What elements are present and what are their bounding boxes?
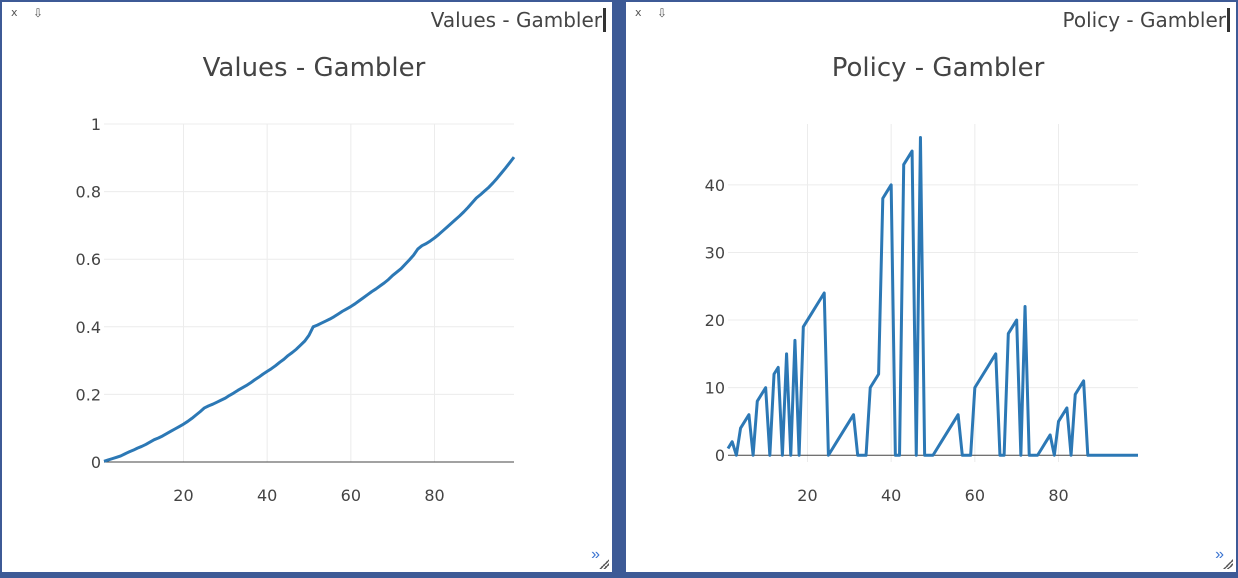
resize-handle-icon[interactable] <box>599 559 609 569</box>
close-icon[interactable]: x <box>635 6 642 19</box>
resize-handle-icon[interactable] <box>1223 559 1233 569</box>
y-tick-label: 0 <box>91 453 101 472</box>
pin-down-icon[interactable]: ⇩ <box>33 6 44 20</box>
y-tick-label: 1 <box>91 115 101 134</box>
chart-title: Values - Gambler <box>203 53 426 83</box>
x-tick-label: 20 <box>797 486 817 505</box>
window-title: Values - Gambler <box>431 8 606 32</box>
x-tick-label: 80 <box>424 486 444 505</box>
y-tick-label: 0.2 <box>76 385 101 404</box>
x-tick-label: 20 <box>173 486 193 505</box>
values-chart: Values - Gambler 20 40 60 80 0 0.2 0.4 0.6 0.8 1 <box>76 53 516 505</box>
x-tick-label: 60 <box>965 486 985 505</box>
x-tick-label: 40 <box>257 486 277 505</box>
window-title: Policy - Gambler <box>1063 8 1230 32</box>
series-line <box>103 156 516 463</box>
y-tick-label: 20 <box>705 311 725 330</box>
chart-title: Policy - Gambler <box>832 53 1045 83</box>
policy-chart: Policy - Gambler 20 40 60 80 0 10 20 30 40 <box>705 53 1138 505</box>
y-tick-label: 0.4 <box>76 318 101 337</box>
pin-down-icon[interactable]: ⇩ <box>657 6 668 20</box>
y-tick-label: 10 <box>705 379 725 398</box>
series-line <box>726 136 1138 457</box>
y-tick-label: 30 <box>705 243 725 262</box>
expand-more-icon[interactable]: » <box>591 546 600 563</box>
policy-window: x ⇩ Policy - Gambler Policy - Gambler 20 4… <box>624 0 1238 574</box>
y-tick-label: 0.8 <box>76 183 101 202</box>
x-tick-label: 60 <box>341 486 361 505</box>
y-tick-label: 40 <box>705 176 725 195</box>
y-tick-label: 0.6 <box>76 250 101 269</box>
expand-more-icon[interactable]: » <box>1215 546 1224 563</box>
x-tick-label: 80 <box>1048 486 1068 505</box>
x-tick-label: 40 <box>881 486 901 505</box>
close-icon[interactable]: x <box>11 6 18 19</box>
y-tick-label: 0 <box>715 446 725 465</box>
values-window: x ⇩ Values - Gambler Values - Gambler 20 4… <box>0 0 614 574</box>
